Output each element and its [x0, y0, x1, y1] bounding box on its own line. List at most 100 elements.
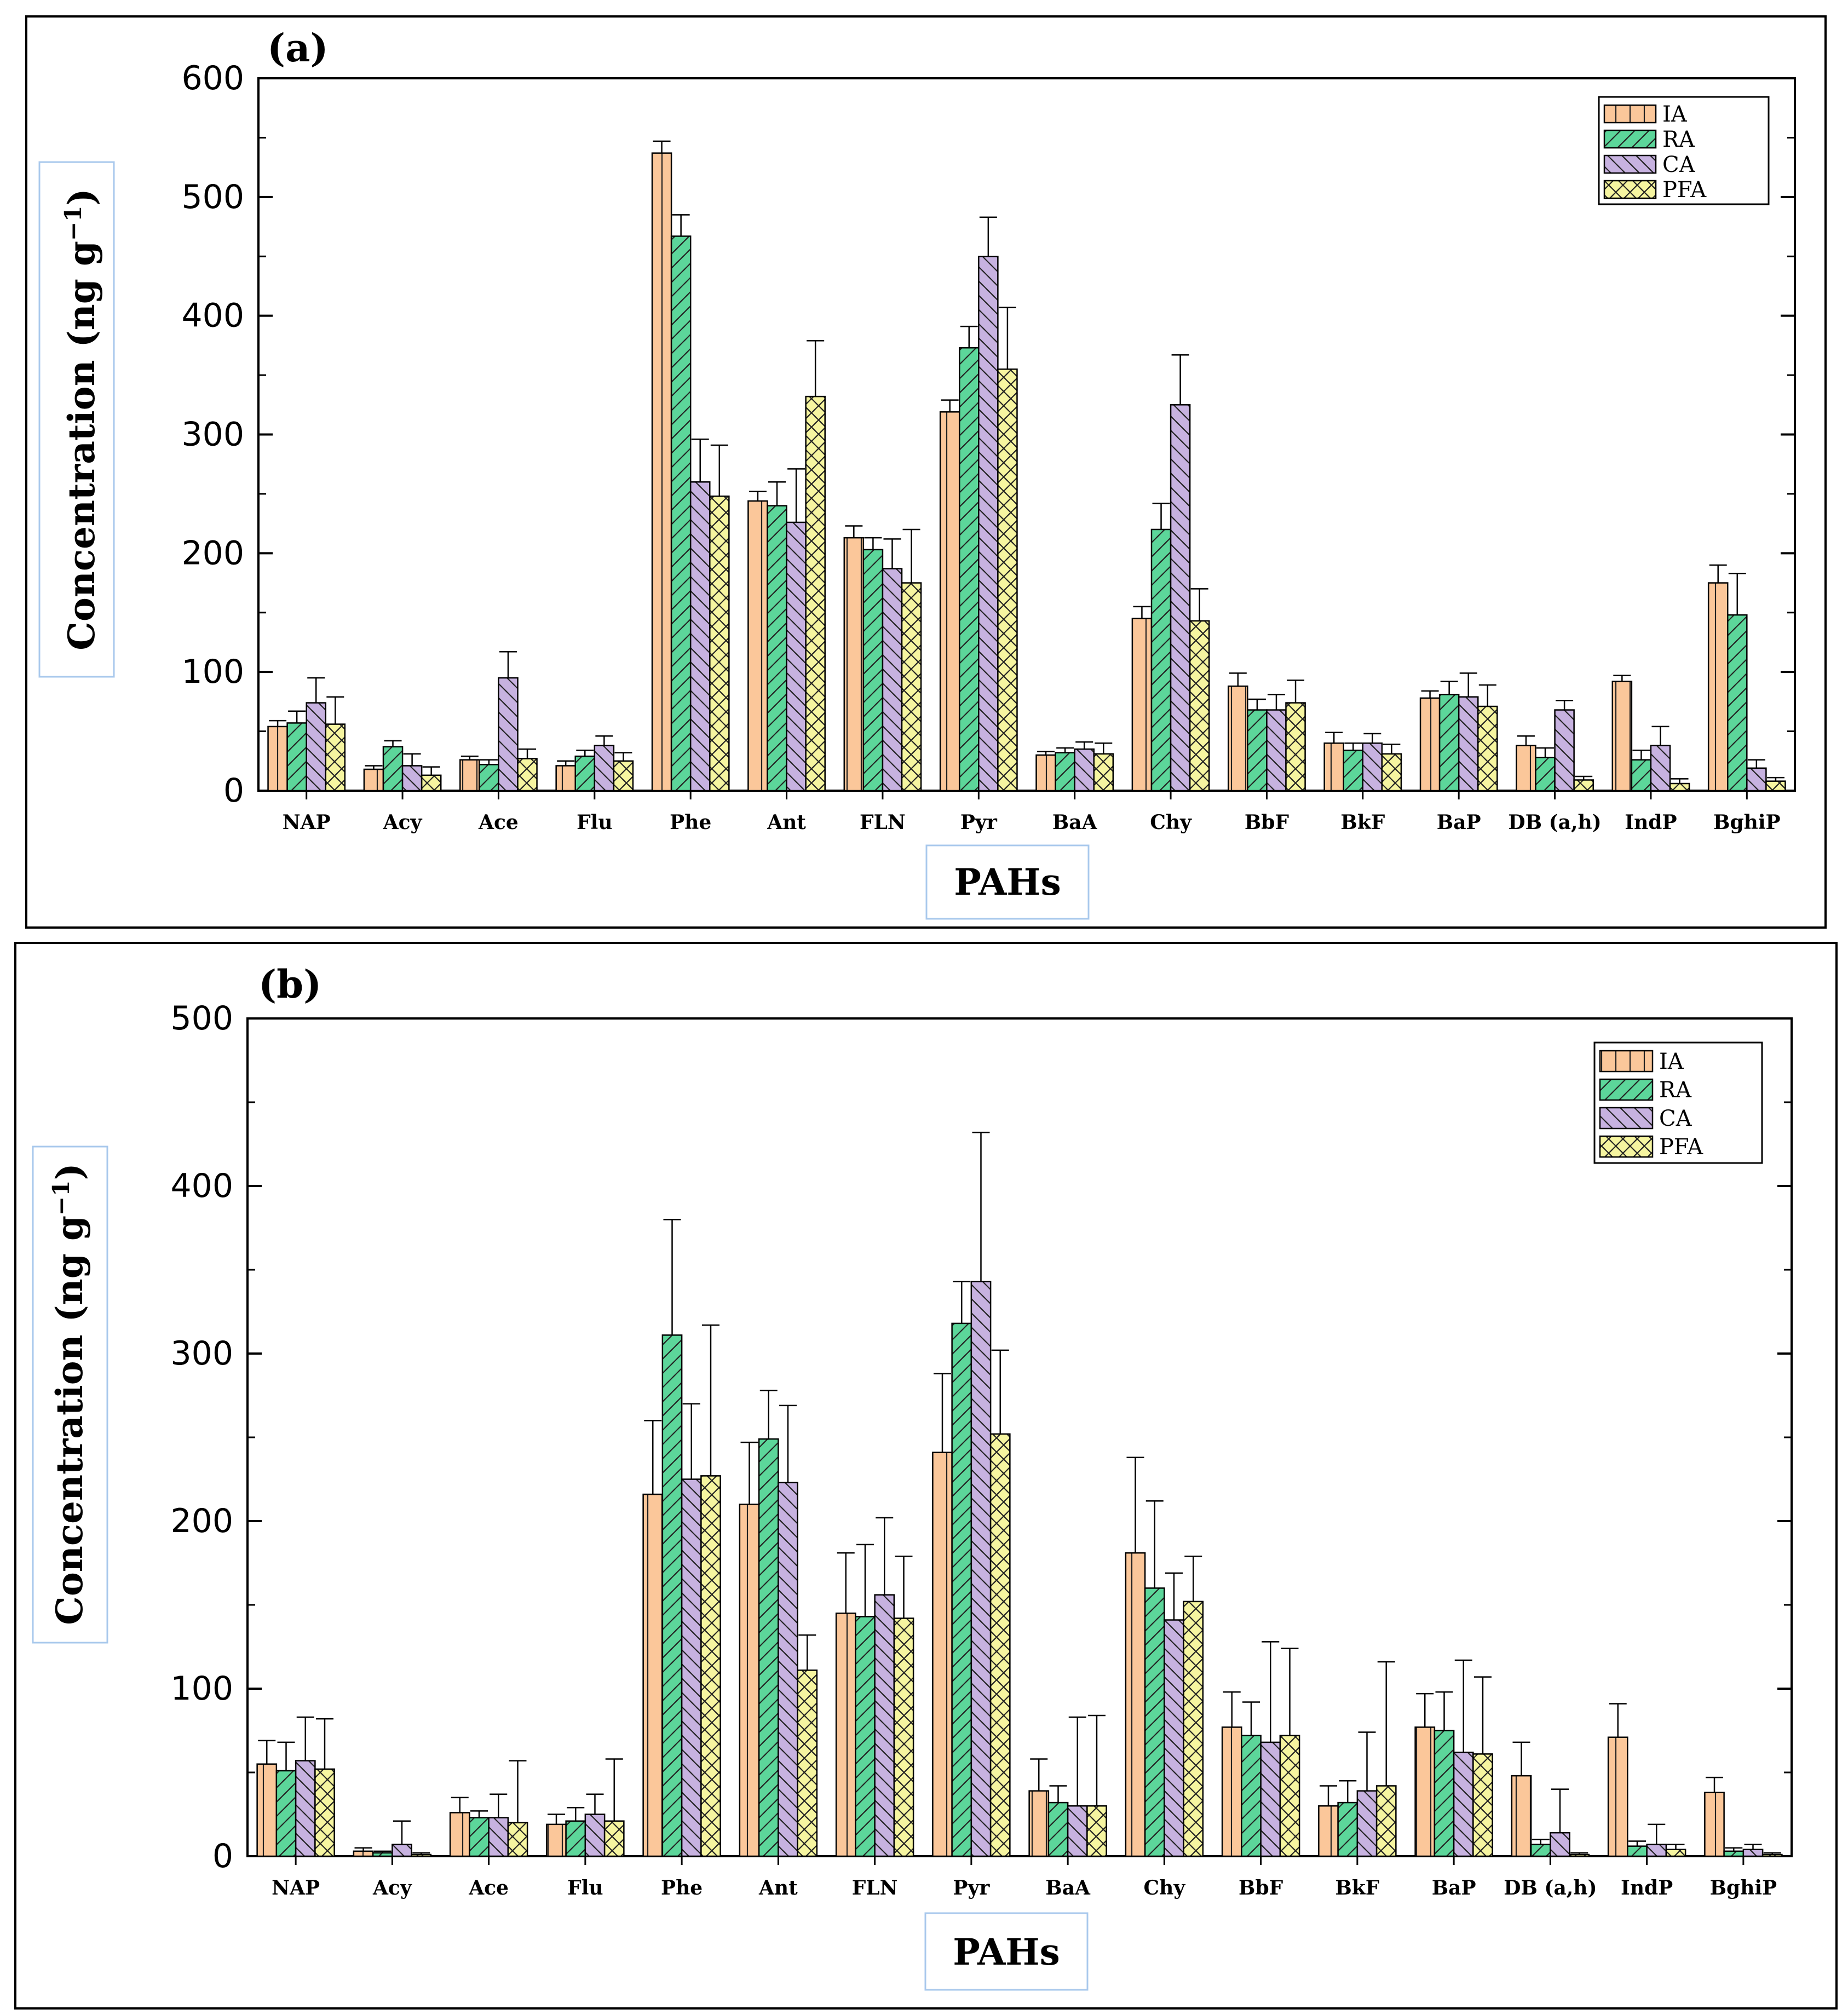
- bar-b-chy-pfa: [1183, 1601, 1204, 1857]
- bar-a-indp-pfa: [1669, 782, 1690, 792]
- bar-a-bkf-ca: [1362, 742, 1383, 792]
- panel-a-xtick-label-ant: Ant: [767, 811, 806, 834]
- panel-b-ytick-label: 0: [212, 1837, 233, 1875]
- panel-b-xtick-label-phe: Phe: [661, 1876, 703, 1899]
- bar-a-db-a-h-ra: [1535, 757, 1556, 792]
- bar-b-fln-pfa: [893, 1617, 914, 1857]
- bar-a-nap-ra: [286, 722, 307, 792]
- panel-a-xtick-label-pyr: Pyr: [960, 811, 998, 834]
- bar-a-baa-pfa: [1093, 753, 1114, 792]
- bar-b-nap-ra: [275, 1770, 297, 1857]
- bar-b-bap-pfa: [1472, 1753, 1493, 1857]
- legend-swatch-b-ia: [1599, 1050, 1654, 1073]
- bar-a-flu-pfa: [613, 760, 634, 792]
- legend-label-b-ca: CA: [1659, 1106, 1692, 1131]
- bar-a-baa-ia: [1035, 754, 1056, 792]
- panel-b-ytick-label: 200: [170, 1502, 233, 1540]
- bar-b-db-a-h-pfa: [1569, 1853, 1590, 1857]
- bar-b-bap-ia: [1414, 1726, 1436, 1857]
- bar-b-baa-pfa: [1086, 1805, 1107, 1857]
- panel-b-xtick-label-bap: BaP: [1432, 1876, 1476, 1899]
- panel-a-xtick-label-nap: NAP: [283, 811, 331, 834]
- bar-a-ace-ia: [459, 759, 480, 792]
- panel-b-ylabel-sup: −1: [48, 1181, 74, 1216]
- bar-a-fln-ra: [862, 549, 884, 792]
- panel-a-xtick-label-indp: IndP: [1625, 811, 1677, 834]
- bar-a-bghip-ra: [1726, 614, 1748, 792]
- bar-b-fln-ia: [835, 1613, 856, 1857]
- bar-a-bbf-ia: [1228, 685, 1248, 792]
- bar-a-pyr-ca: [978, 256, 999, 792]
- bar-a-acy-ia: [363, 768, 384, 792]
- panel-a-ytick-label: 300: [181, 416, 244, 454]
- bar-b-fln-ca: [874, 1594, 895, 1857]
- bar-b-bap-ra: [1434, 1730, 1455, 1857]
- bar-b-acy-ca: [392, 1844, 412, 1857]
- bar-b-db-a-h-ia: [1511, 1775, 1532, 1857]
- panel-a-axes-frame: [257, 77, 1796, 792]
- bar-b-flu-ra: [565, 1820, 586, 1857]
- panel-b-ytick-label: 500: [170, 999, 233, 1038]
- panel-a-xtick-label-bkf: BkF: [1340, 811, 1385, 834]
- bar-a-flu-ca: [594, 745, 615, 792]
- panel-b-xtick-label-fln: FLN: [852, 1876, 898, 1899]
- bar-a-ace-ca: [498, 677, 519, 792]
- bar-a-bkf-ia: [1323, 742, 1344, 792]
- panel-b-xtick-label-baa: BaA: [1045, 1876, 1091, 1899]
- bar-b-ant-pfa: [797, 1669, 818, 1857]
- panel-a-xtick-label-bghip: BghiP: [1713, 811, 1781, 834]
- bar-a-fln-ia: [843, 537, 865, 792]
- bar-b-db-a-h-ra: [1530, 1844, 1551, 1857]
- legend-swatch-b-ra: [1599, 1078, 1654, 1101]
- bar-a-bap-ca: [1458, 696, 1479, 792]
- bar-b-bkf-pfa: [1375, 1785, 1397, 1857]
- legend-label-a-pfa: PFA: [1662, 177, 1707, 203]
- bar-b-phe-ia: [642, 1493, 664, 1857]
- bar-b-ant-ca: [778, 1482, 798, 1857]
- bar-a-acy-pfa: [421, 774, 442, 792]
- bar-a-bbf-ra: [1247, 709, 1268, 792]
- bar-b-chy-ca: [1164, 1619, 1184, 1857]
- bar-b-chy-ia: [1125, 1552, 1146, 1857]
- bar-a-ace-pfa: [517, 758, 538, 792]
- panel-b-xtick-label-bghip: BghiP: [1710, 1876, 1777, 1899]
- bar-a-phe-pfa: [709, 496, 730, 792]
- bar-a-phe-ia: [651, 152, 672, 792]
- bar-b-pyr-ra: [951, 1322, 972, 1857]
- panel-b: (b) Concentration (ng g−1) PAHs 0 100 200 3…: [14, 942, 1838, 2010]
- bar-a-chy-ra: [1150, 528, 1172, 792]
- bar-b-acy-ra: [372, 1852, 393, 1857]
- bar-a-db-a-h-ia: [1516, 745, 1536, 792]
- bar-a-ant-ra: [767, 505, 787, 792]
- bar-b-ace-ca: [488, 1817, 509, 1857]
- bar-a-indp-ia: [1611, 681, 1633, 792]
- panel-b-plot: 0 100 200 300 400 500 NAP Acy Ace Flu Phe Ant FLN Pyr…: [170, 999, 1793, 1899]
- panel-b-axes-frame: [246, 1017, 1793, 1857]
- legend-label-b-ia: IA: [1659, 1049, 1684, 1074]
- bar-b-chy-ra: [1144, 1587, 1165, 1857]
- panel-b-xlabel-box: [924, 1912, 1089, 1991]
- panel-b-xtick-label-chy: Chy: [1144, 1876, 1186, 1899]
- panel-a-ytick-label: 600: [181, 59, 244, 97]
- panel-b-ytick-label: 300: [170, 1334, 233, 1373]
- bar-b-bbf-ca: [1260, 1741, 1281, 1857]
- bar-b-nap-ia: [256, 1763, 278, 1857]
- bar-b-baa-ra: [1047, 1801, 1069, 1857]
- panel-b-ylabel-main: Concentration (ng g: [48, 1216, 91, 1625]
- panel-a-xtick-label-phe: Phe: [670, 811, 711, 834]
- bar-a-nap-ia: [267, 726, 288, 792]
- panel-a-ylabel-box: [38, 161, 115, 678]
- bar-b-ace-ra: [469, 1817, 490, 1857]
- panel-b-ylabel: Concentration (ng g−1): [48, 1163, 91, 1625]
- bar-b-acy-ia: [353, 1850, 374, 1857]
- panel-b-xtick-label-nap: NAP: [272, 1876, 320, 1899]
- bar-b-flu-ca: [584, 1813, 606, 1857]
- bar-a-pyr-pfa: [997, 368, 1018, 792]
- panel-a-xtick-label-acy: Acy: [383, 811, 423, 834]
- bar-a-bghip-pfa: [1765, 780, 1786, 792]
- panel-a-ytick-label: 100: [181, 653, 244, 691]
- panel-a-ylabel-main: Concentration (ng g: [60, 241, 103, 650]
- bar-b-pyr-ia: [932, 1452, 953, 1857]
- bar-b-pyr-ca: [970, 1281, 992, 1857]
